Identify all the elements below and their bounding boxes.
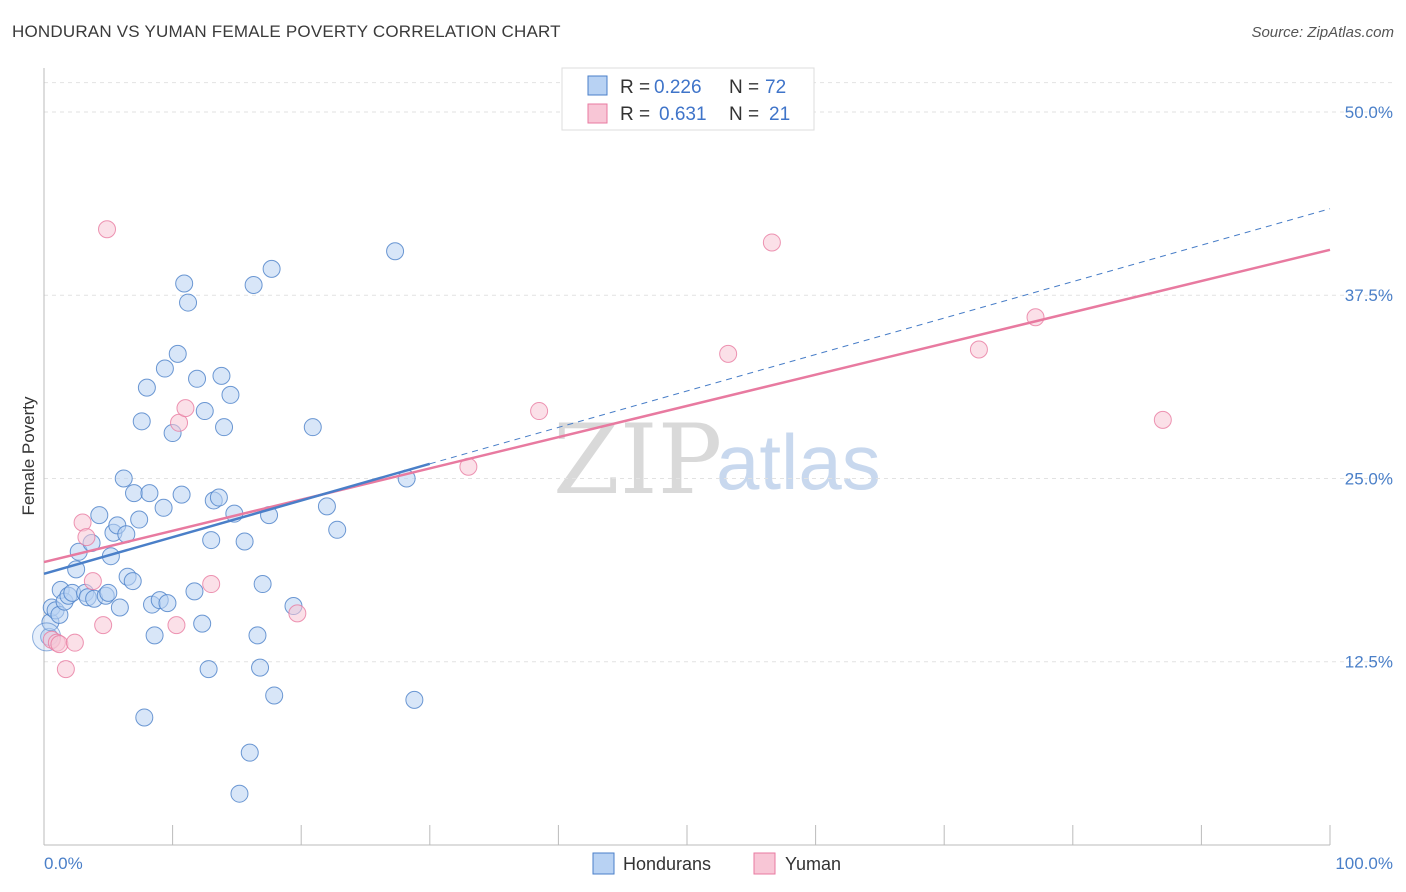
honduran-point-52	[221, 385, 240, 404]
honduran-point-62	[262, 259, 281, 278]
yuman-point-3	[56, 660, 75, 679]
legend-n-label-hondurans: N =	[729, 77, 759, 98]
legend-r-label-yuman: R =	[620, 104, 650, 125]
honduran-point-40	[175, 274, 194, 293]
yuman-point-16	[530, 402, 549, 421]
stats-legend: R = 0.226 N = 72 R = 0.631 N = 21	[561, 67, 815, 131]
honduran-point-26	[130, 510, 149, 529]
trend-lines	[43, 208, 1331, 575]
hondurans-trend-line	[43, 462, 431, 575]
yuman-point-14	[288, 604, 307, 623]
y-tick-label-2: 37.5%	[1345, 286, 1393, 305]
bottom-legend-swatch-yuman	[753, 852, 776, 875]
honduran-point-43	[188, 369, 207, 388]
honduran-point-71	[123, 572, 142, 591]
honduran-point-38	[168, 344, 187, 363]
y-axis-label: Female Poverty	[19, 396, 38, 516]
legend-n-label-yuman: N =	[729, 104, 759, 125]
honduran-point-58	[251, 658, 270, 677]
watermark-atlas: atlas	[716, 418, 881, 506]
yuman-trend-line	[43, 248, 1331, 564]
honduran-point-27	[132, 412, 151, 431]
legend-n-value-yuman: 21	[769, 104, 790, 125]
honduran-point-25	[125, 484, 144, 503]
hondurans-trend-extension	[429, 208, 1331, 465]
bottom-legend-swatch-hondurans	[592, 852, 615, 875]
honduran-point-49	[209, 488, 228, 507]
honduran-point-57	[248, 626, 267, 645]
honduran-point-42	[185, 582, 204, 601]
series-legend: Hondurans Yuman	[592, 852, 841, 875]
legend-swatch-yuman	[587, 103, 608, 124]
legend-r-value-yuman: 0.631	[659, 104, 707, 125]
honduran-point-53	[230, 784, 249, 803]
yuman-point-8	[94, 616, 113, 635]
honduran-point-28	[135, 708, 154, 727]
y-tick-label-0: 12.5%	[1345, 653, 1393, 672]
yuman-point-18	[762, 233, 781, 252]
legend-n-value-hondurans: 72	[765, 77, 786, 98]
honduran-point-30	[140, 484, 159, 503]
yuman-point-12	[176, 399, 195, 418]
yuman-point-4	[65, 633, 84, 652]
yuman-point-21	[1153, 410, 1172, 429]
yuman-point-2	[50, 635, 69, 654]
yuman-point-17	[719, 344, 738, 363]
honduran-point-69	[405, 690, 424, 709]
honduran-point-44	[193, 614, 212, 633]
honduran-point-54	[235, 532, 254, 551]
x-tick-label-start: 0.0%	[44, 854, 83, 873]
yuman-point-19	[969, 340, 988, 359]
honduran-point-47	[202, 531, 221, 550]
honduran-point-45	[195, 402, 214, 421]
honduran-point-21	[110, 598, 129, 617]
legend-r-label-hondurans: R =	[620, 77, 650, 98]
x-ticks	[43, 825, 1331, 845]
honduran-point-23	[114, 469, 133, 488]
honduran-point-29	[137, 378, 156, 397]
honduran-point-64	[303, 418, 322, 437]
honduran-point-51	[215, 418, 234, 437]
honduran-point-17	[99, 583, 118, 602]
series-yuman	[42, 220, 1172, 679]
x-tick-label-end: 100.0%	[1335, 854, 1393, 873]
honduran-point-55	[240, 743, 259, 762]
watermark-zip: ZIP	[553, 404, 722, 516]
legend-r-value-hondurans: 0.226	[654, 77, 702, 98]
bottom-legend-label-hondurans: Hondurans	[623, 854, 711, 874]
honduran-point-36	[155, 359, 174, 378]
honduran-point-66	[328, 520, 347, 539]
honduran-point-15	[90, 506, 109, 525]
legend-swatch-hondurans	[587, 75, 608, 96]
yuman-point-7	[83, 572, 102, 591]
y-tick-label-1: 25.0%	[1345, 469, 1393, 488]
gridlines	[44, 82, 1393, 663]
yuman-point-9	[98, 220, 117, 239]
honduran-point-32	[145, 626, 164, 645]
honduran-point-35	[158, 594, 177, 613]
honduran-point-41	[179, 293, 198, 312]
honduran-point-46	[199, 660, 218, 679]
honduran-point-61	[265, 686, 284, 705]
honduran-point-56	[244, 275, 263, 294]
yuman-point-6	[77, 528, 96, 547]
chart-title: HONDURAN VS YUMAN FEMALE POVERTY CORRELA…	[12, 22, 561, 41]
yuman-point-13	[202, 575, 221, 594]
honduran-point-59	[253, 575, 272, 594]
honduran-point-67	[386, 242, 405, 261]
honduran-point-50	[212, 366, 231, 385]
honduran-point-39	[172, 485, 191, 504]
source-label: Source: ZipAtlas.com	[1251, 24, 1394, 41]
honduran-point-65	[317, 497, 336, 516]
bottom-legend-label-yuman: Yuman	[785, 854, 841, 874]
y-tick-labels: 12.5% 25.0% 37.5% 50.0%	[1345, 103, 1393, 672]
y-tick-label-3: 50.0%	[1345, 103, 1393, 122]
honduran-point-34	[154, 498, 173, 517]
yuman-point-10	[167, 616, 186, 635]
watermark: ZIP atlas	[553, 404, 881, 516]
